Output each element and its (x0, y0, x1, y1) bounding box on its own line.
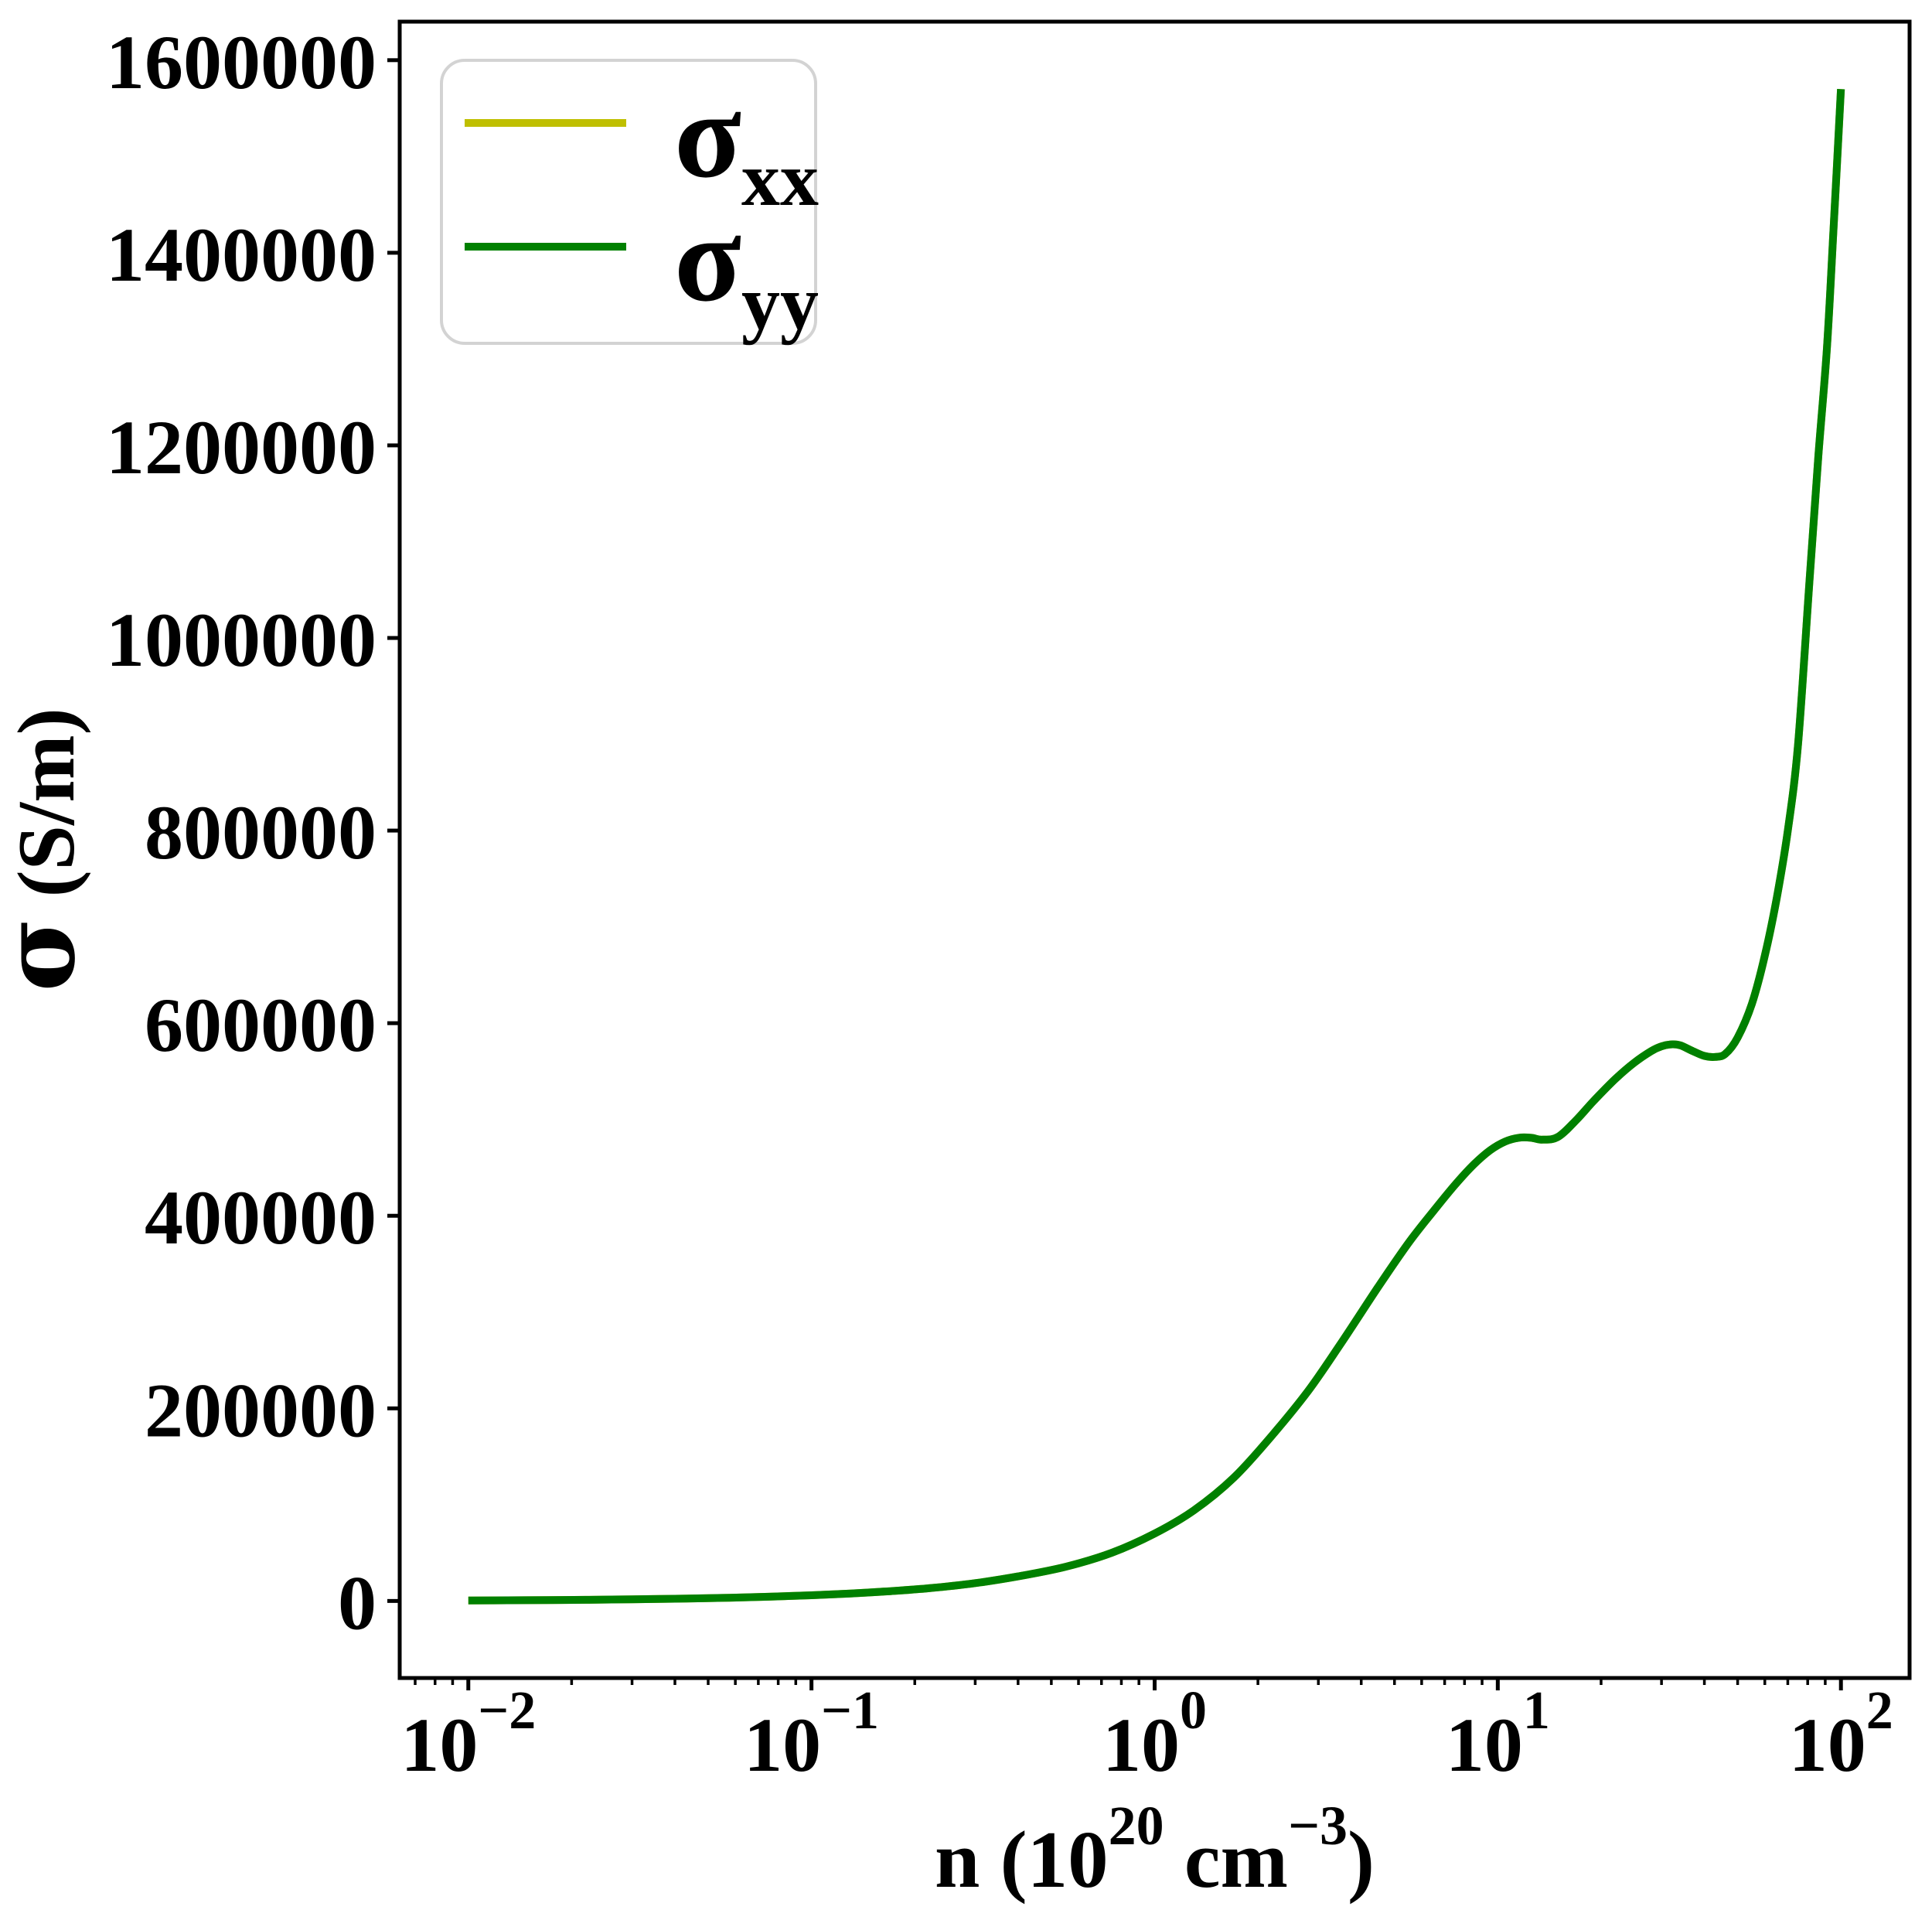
x-tick-base: 10 (400, 1702, 478, 1788)
y-tick-label: 800000 (145, 790, 377, 875)
x-tick-base: 10 (1446, 1702, 1523, 1788)
x-tick-exponent: 0 (1180, 1681, 1207, 1741)
y-tick-label: 1400000 (106, 212, 377, 298)
y-tick-label: 400000 (145, 1175, 377, 1260)
x-tick-label: 100 (1102, 1681, 1207, 1788)
y-axis-title: σ (S/m) (0, 708, 97, 991)
plot-series (468, 88, 1845, 1605)
legend-label-subscript: xx (741, 136, 819, 222)
legend-label-subscript: yy (741, 260, 819, 346)
axes-frame (397, 19, 1912, 1680)
x-axis-title: n (1020 cm−3) (935, 1795, 1375, 1905)
x-tick-label: 102 (1789, 1681, 1893, 1788)
xlabel-superscript: −3 (1288, 1795, 1348, 1857)
x-tick-label: 10−2 (400, 1681, 536, 1788)
sigma-yy-curve (468, 88, 1845, 1605)
x-tick-exponent: 1 (1523, 1681, 1550, 1741)
x-tick-exponent: 2 (1866, 1681, 1893, 1741)
y-tick-label: 0 (338, 1560, 377, 1646)
x-tick-exponent: −2 (478, 1681, 536, 1741)
x-tick-base: 10 (1789, 1702, 1866, 1788)
y-tick-label: 200000 (145, 1367, 377, 1453)
y-tick-label: 600000 (145, 982, 377, 1068)
xlabel-mid: cm (1164, 1814, 1288, 1905)
legend-box (440, 59, 817, 345)
xlabel-superscript: 20 (1109, 1795, 1164, 1857)
x-tick-base: 10 (744, 1702, 821, 1788)
legend-label-sigma: σ (674, 189, 741, 327)
x-tick-label: 101 (1446, 1681, 1550, 1788)
ylabel-units: (S/m) (1, 708, 91, 917)
x-tick-base: 10 (1102, 1702, 1180, 1788)
x-axis: 10−2 10−1 100 101 102 (400, 1678, 1893, 1788)
y-axis: 0 200000 400000 600000 800000 1000000 1200000 1… (106, 19, 400, 1646)
y-tick-label: 1600000 (106, 19, 377, 105)
legend-label: σxx (674, 66, 819, 222)
y-tick-label: 1000000 (106, 597, 377, 683)
xlabel-prefix: n (10 (935, 1814, 1109, 1905)
legend-label-sigma: σ (674, 66, 741, 203)
x-tick-label: 10−1 (744, 1681, 879, 1788)
y-tick-label: 1200000 (106, 404, 377, 490)
x-tick-exponent: −1 (821, 1681, 879, 1741)
xlabel-suffix: ) (1348, 1814, 1375, 1905)
legend-label: σyy (674, 189, 819, 346)
ylabel-sigma: σ (0, 918, 97, 992)
